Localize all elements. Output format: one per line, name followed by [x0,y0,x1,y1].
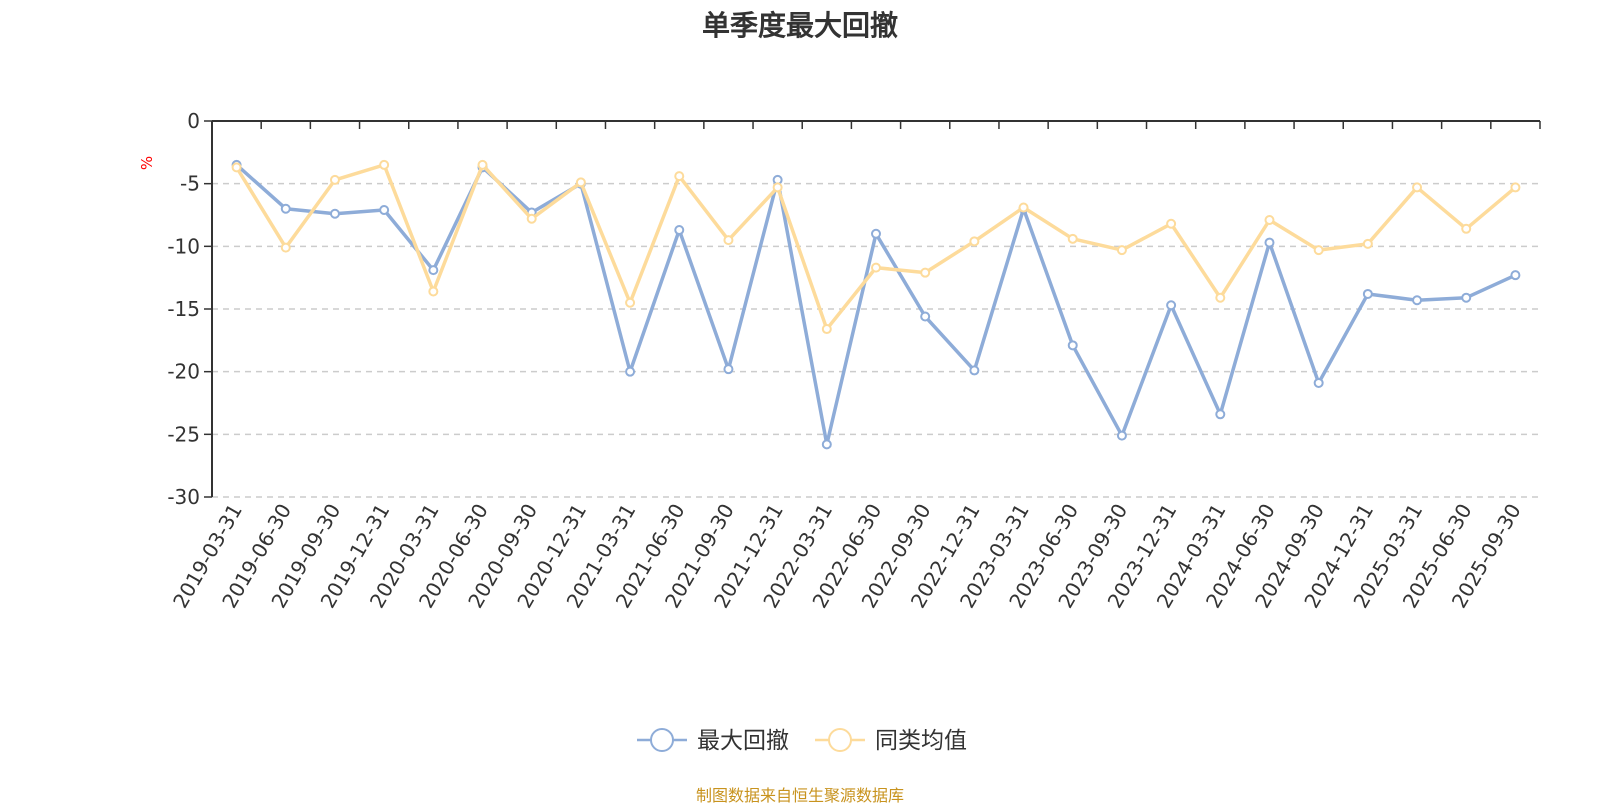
y-tick-label: -10 [167,234,200,258]
y-tick-label: -20 [167,360,200,384]
series-2-point[interactable] [1313,245,1324,256]
series-2-point[interactable] [920,267,931,278]
series-2-point[interactable] [1018,202,1029,213]
series-2-point[interactable] [477,159,488,170]
legend-item-1[interactable]: 最大回撤 [637,728,789,754]
series-2-point[interactable] [280,242,291,253]
series-1-point[interactable] [1412,295,1423,306]
y-tick-label: -5 [180,172,200,196]
series-1-point[interactable] [1313,377,1324,388]
series-1-point[interactable] [280,203,291,214]
series-1-point[interactable] [1116,430,1127,441]
y-tick-label: -15 [167,297,200,321]
series-2-point[interactable] [625,297,636,308]
legend-label: 最大回撤 [697,728,789,754]
series-1-point[interactable] [1215,409,1226,420]
series-1-point[interactable] [625,366,636,377]
series-2-point[interactable] [1412,182,1423,193]
series-1-point[interactable] [821,439,832,450]
y-tick-label: -30 [167,485,200,509]
series-2-point[interactable] [821,324,832,335]
series-2-point[interactable] [674,171,685,182]
series-layer [231,159,1521,450]
series-2-point[interactable] [329,174,340,185]
series-2-point[interactable] [1461,223,1472,234]
legend-marker [828,728,852,752]
series-2-point[interactable] [871,262,881,273]
series-2-point[interactable] [723,235,734,246]
legend: 最大回撤 同类均值 [637,728,967,754]
series-2-point[interactable] [1215,292,1226,303]
series-1-point[interactable] [723,364,734,375]
legend-item-2[interactable]: 同类均值 [815,728,967,754]
series-2-point[interactable] [1510,182,1521,193]
series-2-point[interactable] [1166,218,1177,229]
source-note: 制图数据来自恒生聚源数据库 [695,786,904,805]
series-1-point[interactable] [1461,292,1472,303]
series-1-point[interactable] [428,265,439,276]
series-1-point[interactable] [1264,237,1275,248]
series-1-point[interactable] [1067,340,1078,351]
legend-marker [650,728,674,752]
series-1-point[interactable] [969,365,980,376]
series-1-point[interactable] [920,311,931,322]
series-2-point[interactable] [1067,233,1078,244]
series-2-point[interactable] [379,159,390,170]
series-2-point[interactable] [1116,245,1127,256]
series-2-point[interactable] [772,182,783,193]
series-1-point[interactable] [1362,288,1373,299]
chart-title: 单季度最大回撤 [701,9,898,42]
series-1-point[interactable] [1166,300,1177,311]
series-2-point[interactable] [428,286,439,297]
series-2-point[interactable] [1362,238,1373,249]
y-tick-label: -25 [167,422,200,446]
series-2-point[interactable] [1264,215,1275,226]
legend-label: 同类均值 [875,728,967,754]
axis-layer: 0-5-10-15-20-25-302019-03-312019-06-3020… [167,109,1541,612]
series-1-point[interactable] [329,208,340,219]
series-1-point[interactable] [1510,270,1521,281]
series-1-point[interactable] [674,225,685,236]
series-2-point[interactable] [526,213,537,224]
series-2-point[interactable] [969,236,980,247]
y-axis-unit-label: % [138,156,156,170]
series-2-point[interactable] [231,162,242,173]
series-line-1 [235,163,1517,447]
series-1-point[interactable] [379,204,390,215]
y-tick-label: 0 [187,109,200,133]
series-2-point[interactable] [575,177,586,188]
grid-layer [212,182,1540,498]
series-1-point[interactable] [871,228,881,239]
